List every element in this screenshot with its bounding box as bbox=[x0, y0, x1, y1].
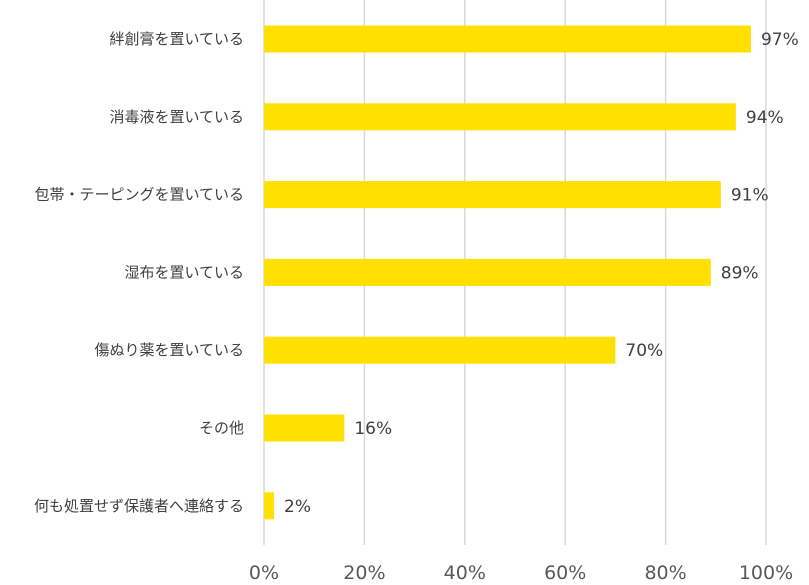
bar bbox=[264, 492, 275, 520]
category-label: 傷ぬり薬を置いている bbox=[94, 341, 244, 359]
category-label: その他 bbox=[199, 419, 244, 437]
data-label: 91% bbox=[731, 186, 769, 206]
category-label: 包帯・テーピングを置いている bbox=[34, 186, 244, 204]
value-labels: 97% 94% 91% 89% 70% 16% 2% bbox=[284, 30, 799, 517]
bar bbox=[264, 25, 751, 53]
category-label: 湿布を置いている bbox=[124, 263, 244, 281]
x-tick-label: 80% bbox=[644, 562, 686, 584]
x-axis-ticks: 0% 20% 40% 60% 80% 100% bbox=[249, 562, 793, 584]
data-label: 2% bbox=[284, 497, 311, 517]
data-label: 16% bbox=[354, 419, 392, 439]
x-tick-label: 100% bbox=[739, 562, 793, 584]
data-label: 89% bbox=[721, 263, 759, 283]
category-label: 絆創膏を置いている bbox=[109, 30, 244, 48]
data-label: 97% bbox=[761, 30, 799, 50]
category-labels: 絆創膏を置いている消毒液を置いている包帯・テーピングを置いている湿布を置いている… bbox=[34, 30, 244, 515]
bar bbox=[264, 181, 721, 209]
category-label: 消毒液を置いている bbox=[109, 108, 244, 126]
bar bbox=[264, 258, 711, 286]
x-tick-label: 0% bbox=[249, 562, 279, 584]
x-tick-label: 20% bbox=[343, 562, 385, 584]
bar bbox=[264, 336, 616, 364]
bars bbox=[264, 25, 751, 520]
x-tick-label: 40% bbox=[444, 562, 486, 584]
category-label: 何も処置せず保護者へ連絡する bbox=[34, 497, 244, 515]
data-label: 70% bbox=[625, 341, 663, 361]
data-label: 94% bbox=[746, 108, 784, 128]
bar bbox=[264, 103, 736, 131]
x-tick-label: 60% bbox=[544, 562, 586, 584]
bar bbox=[264, 414, 345, 442]
